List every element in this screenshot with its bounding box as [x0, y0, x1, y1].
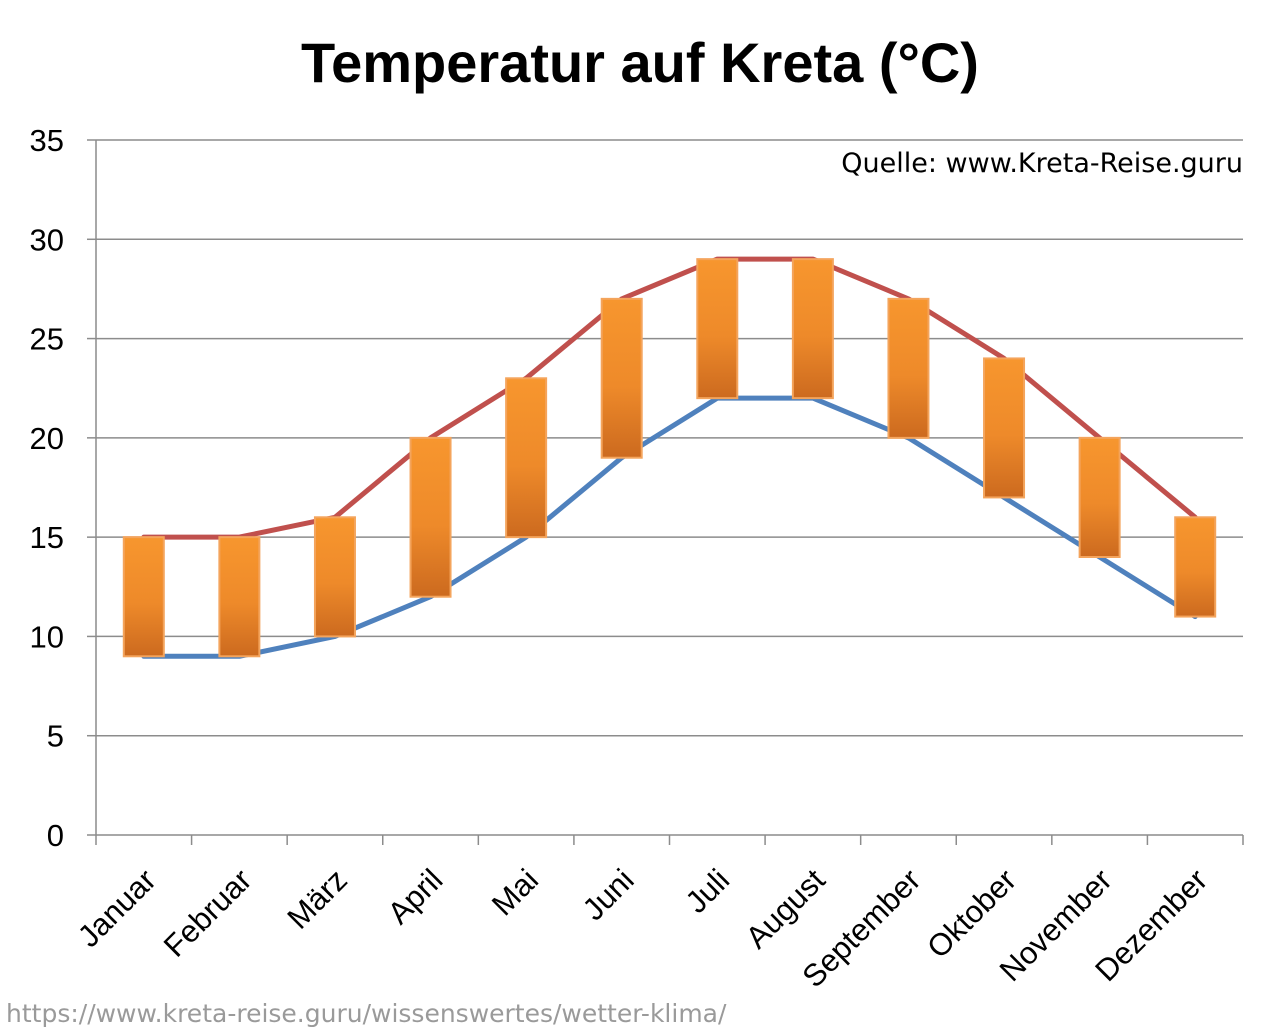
range-bar [313, 516, 356, 638]
y-tick-label: 20 [30, 421, 64, 456]
axes [95, 140, 1244, 845]
series-lines [141, 256, 1198, 659]
gridlines [87, 139, 1243, 836]
x-tick-label: Juli [679, 862, 737, 920]
range-bar [505, 377, 548, 539]
series-line-min [141, 395, 1198, 659]
source-note: Quelle: www.Kreta-Reise.guru [841, 148, 1243, 179]
range-bar [409, 436, 452, 598]
y-tick-label: 0 [47, 818, 64, 853]
range-bar [887, 297, 930, 439]
y-tick-label: 30 [30, 222, 64, 257]
y-tick-label: 25 [30, 322, 64, 357]
range-bar [600, 297, 643, 459]
y-tick-label: 35 [30, 123, 64, 158]
x-tick-label: August [739, 862, 832, 955]
range-bar [983, 357, 1026, 499]
y-tick-label: 15 [30, 520, 64, 555]
series-line-max [141, 256, 1198, 540]
range-bar [696, 258, 739, 400]
x-tick-label: Mai [485, 862, 545, 922]
x-tick-label: Februar [157, 862, 259, 964]
footer-url: https://www.kreta-reise.guru/wissenswert… [6, 999, 727, 1028]
x-tick-label: März [280, 862, 353, 935]
y-tick-label: 5 [47, 719, 64, 754]
x-tick-label: Januar [71, 862, 163, 954]
chart-title: Temperatur auf Kreta (°C) [301, 31, 979, 94]
range-bar [791, 258, 834, 400]
x-tick-label: April [381, 862, 450, 931]
range-bar [1174, 516, 1217, 618]
x-tick-label: Juni [576, 862, 641, 927]
range-bar [218, 536, 261, 658]
range-bars [122, 258, 1217, 658]
y-tick-label: 10 [30, 619, 64, 654]
range-bar [122, 536, 165, 658]
y-tick-labels: 0 5 10 15 20 25 30 35 [30, 123, 64, 853]
range-bar [1078, 436, 1121, 559]
